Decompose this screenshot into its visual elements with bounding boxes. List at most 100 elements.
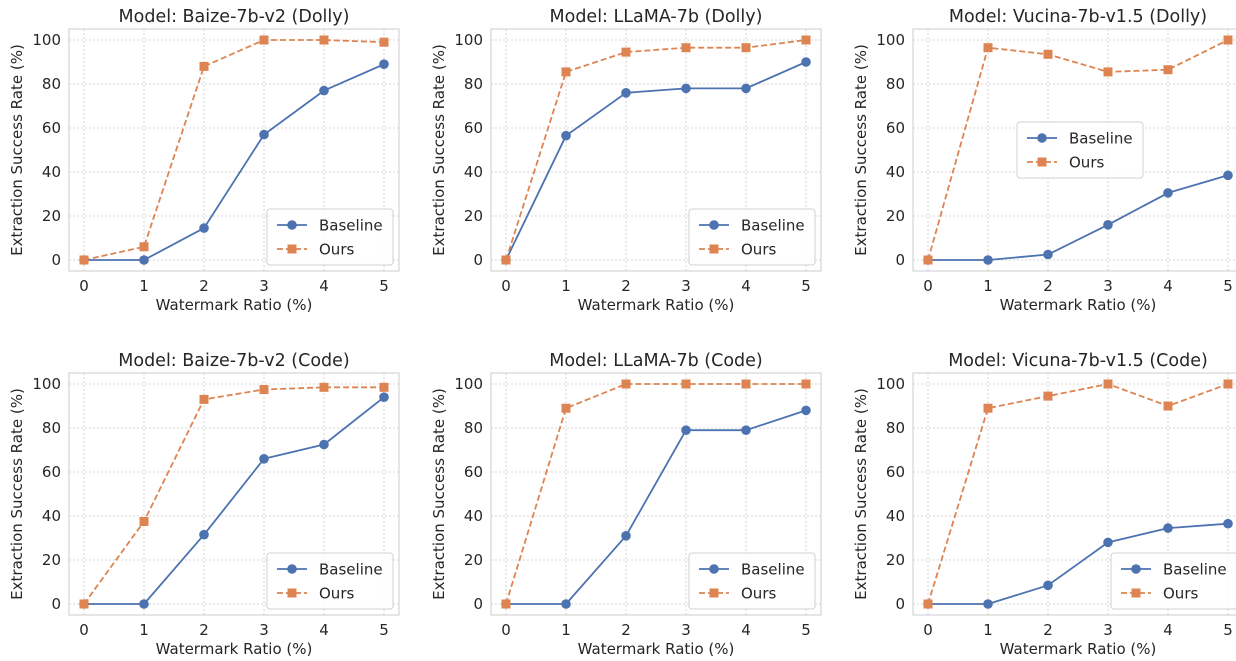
y-tick-label: 40 (886, 507, 905, 525)
series-line-baseline (505, 61, 807, 261)
series-line-ours (927, 39, 1229, 261)
x-tick-label: 5 (801, 277, 811, 295)
data-point-ours (561, 403, 571, 413)
x-tick-label: 4 (1163, 621, 1173, 639)
x-tick-label: 3 (1103, 621, 1113, 639)
y-tick-label: 40 (464, 163, 483, 181)
x-tick-label: 1 (983, 277, 993, 295)
y-tick-label: 80 (464, 75, 483, 93)
data-point-baseline (259, 454, 269, 464)
y-tick-label: 100 (876, 31, 905, 49)
x-tick-label: 2 (199, 621, 209, 639)
data-point-ours (319, 382, 329, 392)
data-point-baseline (1103, 220, 1113, 230)
legend-label-baseline: Baseline (319, 561, 383, 579)
data-point-ours (621, 379, 631, 389)
legend-marker-baseline (287, 220, 297, 230)
legend-label-ours: Ours (319, 585, 354, 603)
y-tick-label: 100 (32, 31, 61, 49)
y-axis-label: Extraction Success Rate (%) (8, 44, 26, 256)
chart-panel-6: 0 1 2 3 4 5 0 20 40 60 80 100 Model: Vicuna-7b-v1.5 … (852, 351, 1236, 658)
data-point-baseline (741, 83, 751, 94)
data-point-ours (681, 379, 691, 389)
data-point-baseline (801, 405, 811, 416)
series-line-baseline (928, 522, 1229, 605)
x-tick-label: 1 (983, 621, 993, 639)
data-point-ours (1043, 49, 1053, 59)
data-point-baseline (1043, 249, 1053, 260)
y-tick-label: 100 (454, 31, 483, 49)
y-tick-label: 0 (51, 251, 61, 269)
data-point-baseline (983, 255, 993, 265)
data-point-baseline (681, 83, 691, 94)
x-tick-label: 1 (561, 277, 571, 295)
legend-label-ours: Ours (741, 585, 776, 603)
x-tick-label: 1 (139, 277, 149, 295)
y-tick-label: 20 (464, 207, 483, 225)
y-tick-label: 40 (464, 507, 483, 525)
legend: Baseline Ours (266, 208, 394, 266)
x-tick-label: 2 (1043, 277, 1053, 295)
series-line-ours (927, 383, 1229, 605)
x-axis-label: Watermark Ratio (%) (578, 296, 735, 314)
data-point-baseline (621, 88, 631, 98)
legend-label-ours: Ours (1069, 154, 1104, 172)
x-tick-label: 5 (379, 277, 389, 295)
x-axis-label: Watermark Ratio (%) (1000, 640, 1157, 657)
x-tick-label: 4 (319, 277, 329, 295)
legend-label-baseline: Baseline (1163, 561, 1227, 579)
y-axis-label: Extraction Success Rate (%) (430, 388, 448, 600)
x-tick-label: 2 (621, 621, 631, 639)
x-tick-label: 3 (1103, 277, 1113, 295)
y-tick-label: 20 (42, 551, 61, 569)
series-line-baseline (928, 174, 1229, 261)
legend-marker-ours (1037, 157, 1047, 167)
legend: Baseline Ours (266, 552, 394, 610)
chart-title: Model: Vucina-7b-v1.5 (Dolly) (949, 7, 1207, 27)
y-tick-label: 100 (454, 375, 483, 393)
x-tick-label: 3 (681, 621, 691, 639)
y-tick-label: 80 (464, 419, 483, 437)
y-tick-label: 60 (42, 463, 61, 481)
data-point-baseline (319, 439, 329, 450)
y-tick-label: 0 (473, 595, 483, 613)
data-point-ours (1223, 379, 1233, 389)
legend-label-ours: Ours (1163, 585, 1198, 603)
data-point-ours (379, 382, 389, 392)
data-point-ours (681, 43, 691, 53)
data-point-ours (1163, 65, 1173, 75)
y-tick-label: 60 (42, 119, 61, 137)
x-tick-label: 2 (199, 277, 209, 295)
data-point-ours (139, 242, 149, 252)
data-point-baseline (561, 599, 571, 609)
y-tick-label: 40 (42, 507, 61, 525)
data-point-baseline (1223, 170, 1233, 181)
y-tick-label: 0 (895, 251, 905, 269)
plot-frame (68, 28, 400, 272)
y-tick-label: 20 (464, 551, 483, 569)
x-tick-label: 4 (319, 621, 329, 639)
data-point-ours (259, 385, 269, 394)
x-axis-label: Watermark Ratio (%) (156, 296, 313, 314)
data-point-ours (199, 394, 209, 404)
data-point-baseline (379, 392, 389, 403)
chart-title: Model: LLaMA-7b (Dolly) (550, 7, 763, 27)
x-tick-label: 5 (1223, 621, 1233, 639)
x-tick-label: 0 (923, 277, 933, 295)
y-tick-label: 100 (876, 375, 905, 393)
legend-box (688, 552, 816, 610)
data-point-ours (501, 599, 511, 609)
x-tick-label: 0 (79, 277, 89, 295)
data-point-baseline (379, 59, 389, 69)
legend-marker-ours (709, 588, 719, 598)
y-tick-label: 80 (886, 419, 905, 437)
legend-box (688, 208, 816, 266)
data-point-baseline (801, 57, 811, 67)
y-axis-label: Extraction Success Rate (%) (430, 44, 448, 256)
legend-label-baseline: Baseline (1069, 130, 1133, 148)
plot-frame (912, 28, 1236, 272)
data-point-baseline (561, 130, 571, 141)
legend-box (266, 552, 394, 610)
plot-frame (490, 372, 822, 616)
